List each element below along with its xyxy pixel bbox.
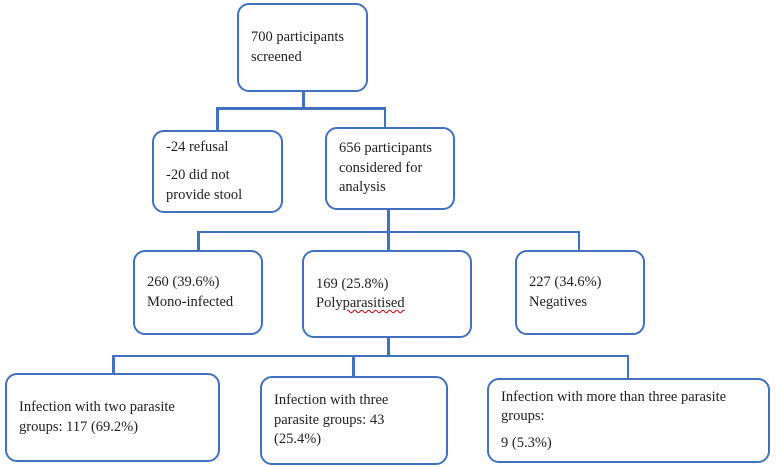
node-more-than-three-line2: 9 (5.3%): [501, 434, 552, 451]
node-negatives-text: 227 (34.6%) Negatives: [529, 274, 602, 310]
poly-word-prefix: Poly: [316, 295, 343, 311]
node-analysis: 656 participants considered for analysis: [325, 127, 455, 210]
node-three-parasite-groups: Infection with three parasite groups: 43…: [260, 376, 448, 465]
connector-to-more-than-three: [626, 354, 629, 379]
connector-to-two-parasite: [112, 354, 115, 374]
node-refusal: -24 refusal -20 did not provide stool: [152, 130, 283, 213]
connector-screened-down: [302, 92, 305, 109]
node-screened: 700 participants screened: [237, 3, 368, 92]
node-polyparasitised-text: 169 (25.8%) Polyparasitised: [316, 275, 460, 314]
connector-to-mono: [197, 230, 200, 251]
connector-to-three-parasite: [352, 354, 355, 377]
connector-to-poly: [387, 230, 390, 251]
connector-to-refusal: [216, 107, 219, 131]
connector-to-negatives: [577, 230, 580, 251]
node-mono-infected: 260 (39.6%) Mono-infected: [133, 250, 263, 335]
node-mono-infected-text: 260 (39.6%) Mono-infected: [147, 274, 234, 310]
connector-poly-down: [387, 337, 390, 356]
poly-count: 169 (25.8%): [316, 275, 389, 292]
node-two-parasite-groups: Infection with two parasite groups: 117 …: [5, 373, 220, 462]
node-more-than-three-line1: Infection with more than three parasite …: [501, 388, 727, 425]
connector-to-analysis: [383, 107, 386, 128]
node-two-parasite-groups-text: Infection with two parasite groups: 117 …: [19, 399, 175, 435]
node-refusal-line1: -24 refusal: [166, 138, 229, 155]
node-analysis-text: 656 participants considered for analysis: [339, 140, 433, 196]
node-polyparasitised: 169 (25.8%) Polyparasitised: [302, 250, 472, 338]
node-screened-text: 700 participants screened: [251, 29, 345, 65]
node-refusal-line2: -20 did not provide stool: [166, 167, 243, 203]
node-negatives: 227 (34.6%) Negatives: [515, 250, 645, 335]
node-three-parasite-groups-text: Infection with three parasite groups: 43…: [274, 392, 389, 448]
connector-row2-horizontal: [216, 107, 386, 110]
poly-word-misspelled: parasitised: [342, 295, 405, 311]
node-more-than-three-parasite-groups: Infection with more than three parasite …: [487, 378, 770, 463]
connector-analysis-down: [387, 209, 390, 232]
connector-row4-horizontal: [112, 354, 629, 357]
